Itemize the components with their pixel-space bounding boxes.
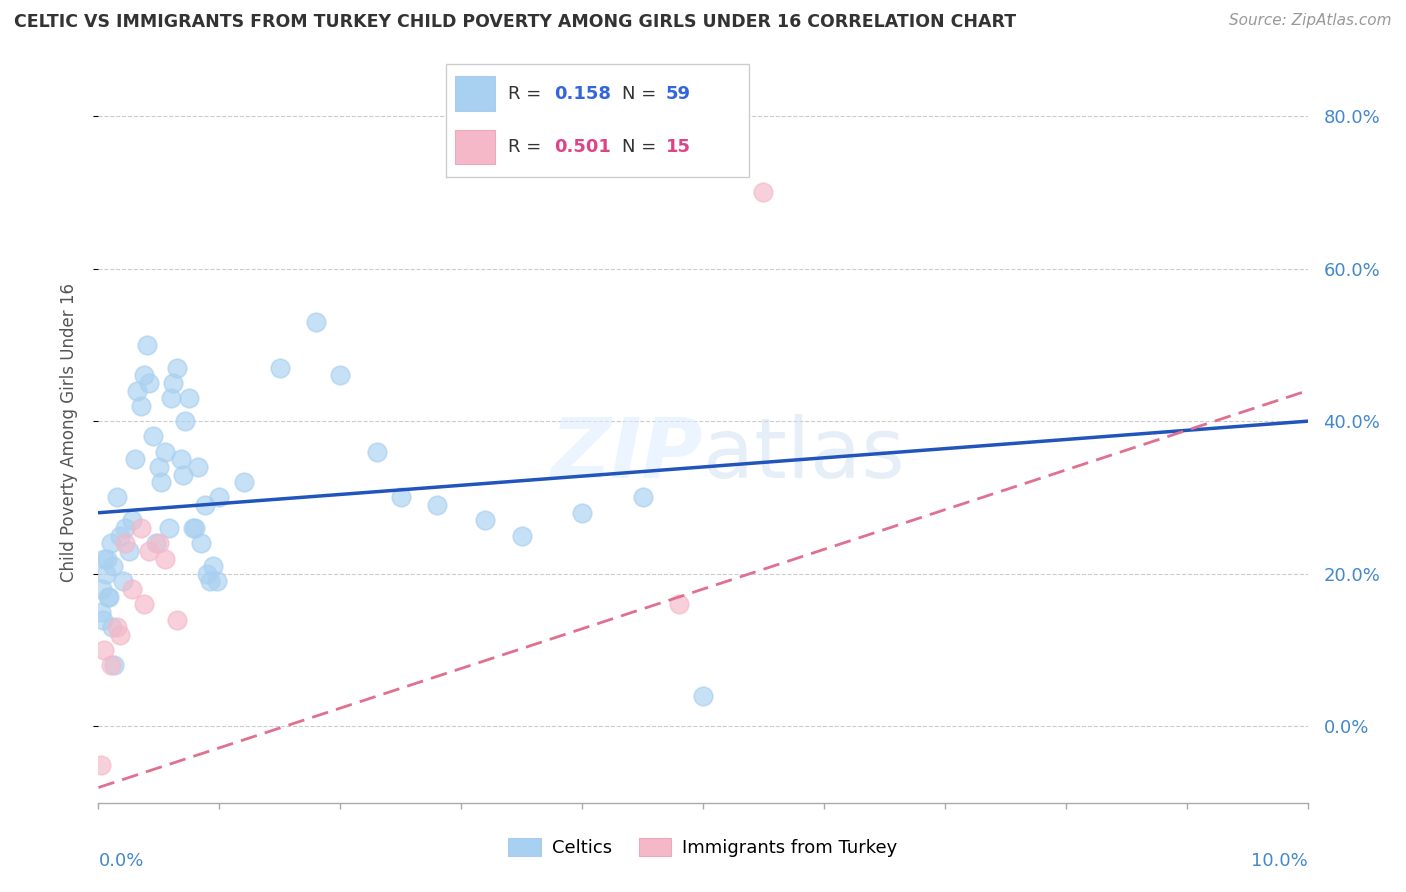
Point: [195, 566, 218, 581]
Point: [134, 368, 156, 383]
Text: N =: N =: [623, 85, 662, 103]
Text: 0.501: 0.501: [554, 138, 612, 156]
Text: 0.0%: 0.0%: [98, 853, 143, 871]
Point: [124, 452, 146, 467]
Point: [366, 444, 388, 458]
Point: [90, 605, 112, 619]
Text: 15: 15: [665, 138, 690, 156]
Point: [752, 185, 775, 199]
Text: R =: R =: [508, 85, 547, 103]
Point: [208, 491, 231, 505]
Point: [108, 628, 131, 642]
Point: [138, 376, 160, 390]
Point: [198, 574, 221, 589]
Point: [179, 391, 201, 405]
Point: [142, 429, 165, 443]
Point: [90, 757, 112, 772]
Point: [101, 559, 124, 574]
Point: [148, 460, 170, 475]
Legend: Celtics, Immigrants from Turkey: Celtics, Immigrants from Turkey: [501, 830, 905, 864]
Point: [98, 590, 121, 604]
FancyBboxPatch shape: [446, 63, 749, 178]
Text: R =: R =: [508, 138, 547, 156]
Point: [166, 360, 188, 375]
Point: [169, 452, 191, 467]
Point: [96, 551, 118, 566]
Text: ZIP: ZIP: [550, 414, 703, 495]
Point: [121, 513, 143, 527]
Point: [631, 491, 654, 505]
Point: [121, 582, 143, 596]
Point: [194, 498, 217, 512]
Text: 10.0%: 10.0%: [1251, 853, 1308, 871]
Bar: [456, 129, 495, 164]
Point: [97, 590, 120, 604]
Point: [269, 360, 291, 375]
Point: [181, 521, 204, 535]
Text: 0.158: 0.158: [554, 85, 612, 103]
Point: [100, 658, 122, 673]
Point: [135, 338, 157, 352]
Point: [187, 460, 209, 475]
Point: [160, 391, 183, 405]
Point: [93, 551, 115, 566]
Point: [118, 544, 141, 558]
Point: [93, 643, 115, 657]
Point: [172, 467, 194, 482]
Point: [153, 551, 176, 566]
Point: [138, 544, 160, 558]
Point: [474, 513, 496, 527]
Bar: [456, 77, 495, 112]
Point: [202, 559, 225, 574]
Point: [692, 689, 714, 703]
Text: atlas: atlas: [703, 414, 904, 495]
Point: [150, 475, 173, 490]
Point: [129, 399, 152, 413]
Point: [114, 536, 136, 550]
Point: [426, 498, 449, 512]
Text: Source: ZipAtlas.com: Source: ZipAtlas.com: [1229, 13, 1392, 29]
Point: [114, 521, 136, 535]
Point: [305, 315, 328, 329]
Text: CELTIC VS IMMIGRANTS FROM TURKEY CHILD POVERTY AMONG GIRLS UNDER 16 CORRELATION : CELTIC VS IMMIGRANTS FROM TURKEY CHILD P…: [14, 13, 1017, 31]
Point: [91, 613, 114, 627]
Point: [205, 574, 228, 589]
Point: [232, 475, 254, 490]
Text: 59: 59: [665, 85, 690, 103]
Point: [145, 536, 167, 550]
Point: [510, 529, 533, 543]
Point: [174, 414, 197, 428]
Point: [108, 529, 131, 543]
Point: [148, 536, 170, 550]
Point: [94, 566, 117, 581]
Point: [389, 491, 412, 505]
Point: [111, 574, 134, 589]
Point: [166, 613, 188, 627]
Point: [105, 491, 128, 505]
Point: [190, 536, 212, 550]
Point: [91, 582, 114, 596]
Point: [129, 521, 152, 535]
Point: [162, 376, 184, 390]
Point: [571, 506, 593, 520]
Point: [105, 620, 128, 634]
Point: [100, 536, 122, 550]
Point: [100, 620, 122, 634]
Point: [134, 598, 156, 612]
Point: [127, 384, 149, 398]
Point: [329, 368, 352, 383]
Point: [184, 521, 207, 535]
Text: N =: N =: [623, 138, 662, 156]
Y-axis label: Child Poverty Among Girls Under 16: Child Poverty Among Girls Under 16: [59, 283, 77, 582]
Point: [668, 598, 690, 612]
Point: [157, 521, 180, 535]
Point: [153, 444, 176, 458]
Point: [103, 658, 125, 673]
